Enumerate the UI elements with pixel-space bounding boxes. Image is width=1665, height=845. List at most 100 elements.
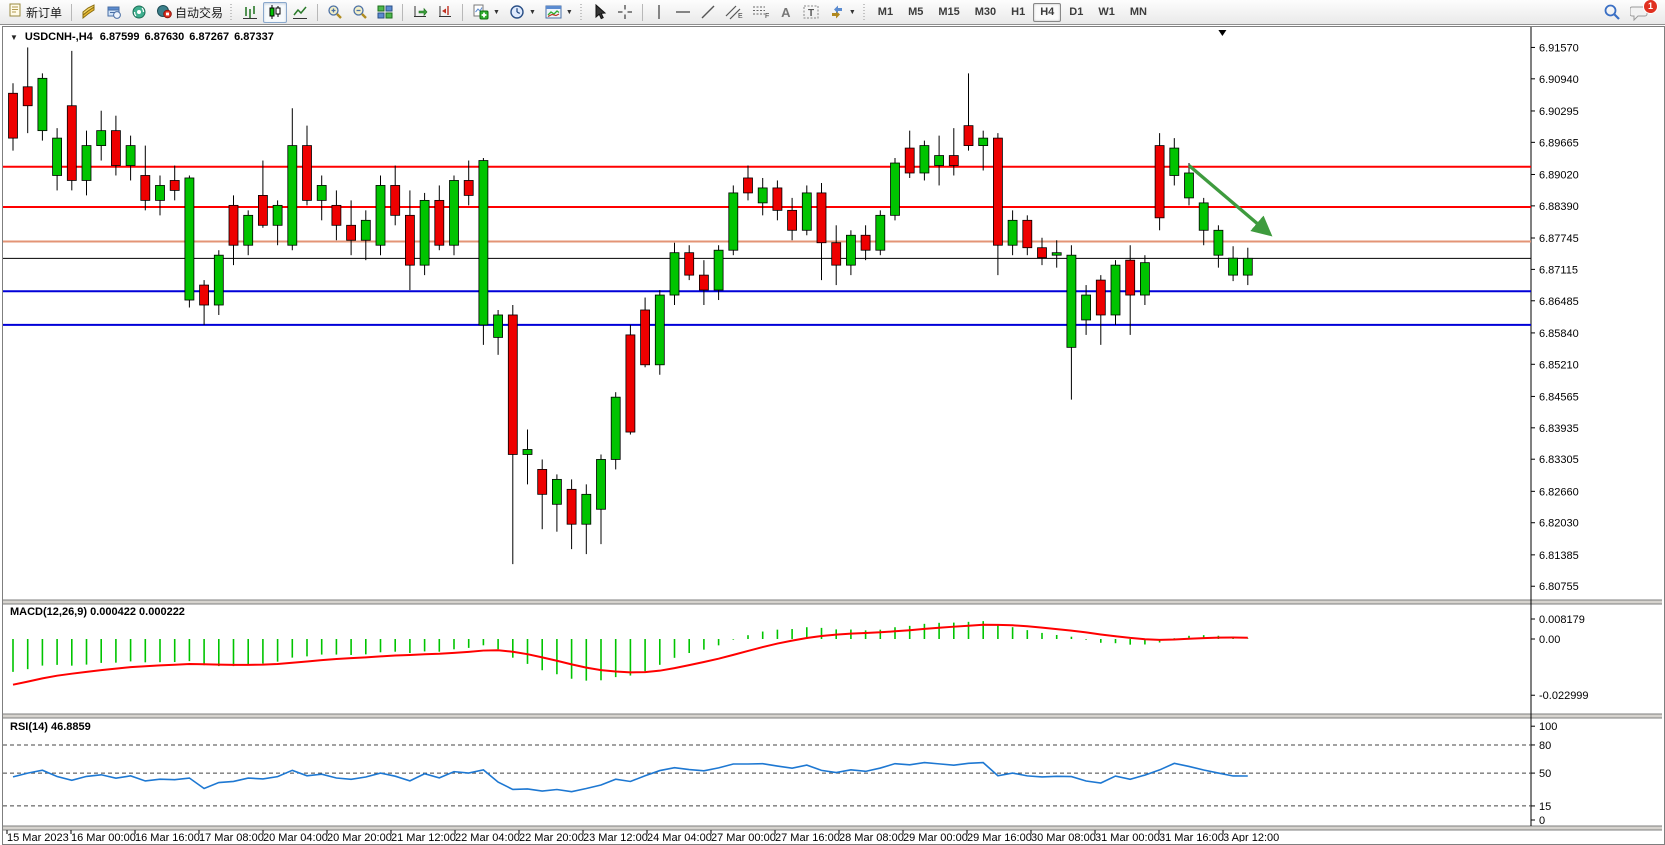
zoom-out-button[interactable] [348,2,372,23]
svg-text:6.90940: 6.90940 [1539,74,1579,86]
close-value: 6.87337 [234,31,274,43]
macd-name: MACD(12,26,9) [10,606,88,618]
channel-icon: E [725,5,743,20]
new-order-button[interactable]: 新订单 [4,2,66,23]
trendline-button[interactable] [696,2,720,23]
svg-text:16 Mar 16:00: 16 Mar 16:00 [135,832,200,842]
trendline-icon [701,5,715,19]
timeframe-mn[interactable]: MN [1123,3,1154,22]
svg-text:50: 50 [1539,768,1551,780]
timeframe-m30[interactable]: M30 [968,3,1003,22]
line-chart-button[interactable] [288,2,312,23]
svg-text:0.00: 0.00 [1539,634,1560,646]
autotrading-icon [156,3,172,22]
arrows-tool-button[interactable]: ▼ [825,2,860,23]
svg-text:27 Mar 16:00: 27 Mar 16:00 [775,832,840,842]
candlestick-chart-button[interactable] [263,1,288,23]
chart-title-row: ▼ USDCNH-,H4 6.87599 6.87630 6.87267 6.8… [10,31,274,43]
toolbar-separator [317,3,319,21]
autotrading-label: 自动交易 [175,5,224,20]
bar-chart-button[interactable] [238,2,262,23]
timeframe-m1[interactable]: M1 [871,3,900,22]
open-value: 6.87599 [99,31,140,43]
toolbar-handle [579,4,585,20]
text-tool-button[interactable]: A [775,2,797,23]
svg-text:6.85840: 6.85840 [1539,328,1579,340]
svg-text:0.008179: 0.008179 [1539,614,1585,626]
svg-text:22 Mar 04:00: 22 Mar 04:00 [455,832,520,842]
vertical-line-button[interactable] [648,2,670,23]
svg-text:6.84565: 6.84565 [1539,391,1579,403]
tile-windows-button[interactable] [373,2,397,23]
macd-value-signal: 0.000222 [139,606,185,618]
chevron-down-icon: ▼ [565,8,573,16]
svg-text:20 Mar 04:00: 20 Mar 04:00 [263,832,328,842]
toolbar-handle [862,4,868,20]
svg-text:20 Mar 20:00: 20 Mar 20:00 [327,832,392,842]
crosshair-button[interactable] [613,2,637,23]
svg-text:6.91570: 6.91570 [1539,42,1579,54]
timeframe-d1[interactable]: D1 [1062,3,1090,22]
line-chart-icon [293,6,308,19]
cursor-button[interactable] [588,2,612,23]
svg-text:80: 80 [1539,740,1551,752]
svg-text:23 Mar 12:00: 23 Mar 12:00 [583,832,648,842]
svg-text:6.82030: 6.82030 [1539,518,1579,530]
zoom-out-icon [353,5,367,19]
timeframe-h1[interactable]: H1 [1004,3,1032,22]
svg-text:3 Apr 12:00: 3 Apr 12:00 [1223,832,1279,842]
timeframe-m5[interactable]: M5 [901,3,930,22]
chart-window: ▼ USDCNH-,H4 6.87599 6.87630 6.87267 6.8… [2,26,1665,845]
toolbar-handle [230,4,236,20]
new-order-label: 新订单 [26,5,63,20]
svg-text:15 Mar 2023: 15 Mar 2023 [7,832,69,842]
toolbar-separator [641,3,643,21]
crosshair-icon [617,5,632,19]
toolbar-separator [402,3,404,21]
chart-shift-button[interactable] [433,2,457,23]
zoom-in-button[interactable] [323,2,347,23]
svg-text:29 Mar 16:00: 29 Mar 16:00 [967,832,1032,842]
horizontal-line-button[interactable] [671,2,695,23]
collapse-ohlc-icon[interactable]: ▼ [10,32,18,42]
periods-button[interactable]: ▼ [505,2,540,23]
toolbar-separator [71,3,73,21]
timeframe-h4[interactable]: H4 [1033,2,1062,22]
data-window-button[interactable] [102,2,126,23]
svg-text:6.82660: 6.82660 [1539,486,1579,498]
arrows-tool-icon [831,5,842,19]
autotrading-button[interactable]: 自动交易 [152,2,227,23]
svg-text:6.83305: 6.83305 [1539,454,1579,466]
svg-text:22 Mar 20:00: 22 Mar 20:00 [519,832,584,842]
svg-text:31 Mar 00:00: 31 Mar 00:00 [1095,832,1160,842]
market-watch-button[interactable] [77,2,101,23]
candlestick-chart-icon [269,5,281,19]
svg-text:6.80755: 6.80755 [1539,581,1579,593]
notifications-button[interactable]: 1 [1626,0,1658,23]
ohlc-values: 6.87599 6.87630 6.87267 6.87337 [100,31,274,43]
price-chart-canvas[interactable]: 6.91570 6.90940 6.90295 6.89665 6.89020 6.883… [3,27,1662,842]
text-label-button[interactable]: T [798,2,824,23]
indicators-button[interactable]: ▼ [468,2,504,23]
timeframe-m15[interactable]: M15 [931,3,966,22]
svg-text:T: T [808,8,814,19]
rsi-indicator-label: RSI(14) 46.8859 [10,721,91,733]
fibonacci-button[interactable]: F [748,2,774,23]
auto-scroll-button[interactable] [408,2,432,23]
svg-text:-0.022999: -0.022999 [1539,690,1589,702]
rsi-name: RSI(14) [10,721,48,733]
templates-button[interactable]: ▼ [541,2,577,23]
navigator-button[interactable] [127,2,151,23]
svg-text:21 Mar 12:00: 21 Mar 12:00 [391,832,456,842]
notification-count-badge: 1 [1643,0,1658,14]
data-window-icon [107,6,121,19]
equidistant-channel-button[interactable]: E [721,2,747,23]
macd-value-main: 0.000422 [90,606,136,618]
svg-text:15: 15 [1539,801,1551,813]
svg-text:6.89020: 6.89020 [1539,169,1579,181]
search-button[interactable] [1599,2,1625,23]
chart-shift-icon [439,6,452,17]
svg-text:6.88390: 6.88390 [1539,201,1579,213]
svg-text:E: E [738,13,743,20]
timeframe-w1[interactable]: W1 [1091,3,1122,22]
